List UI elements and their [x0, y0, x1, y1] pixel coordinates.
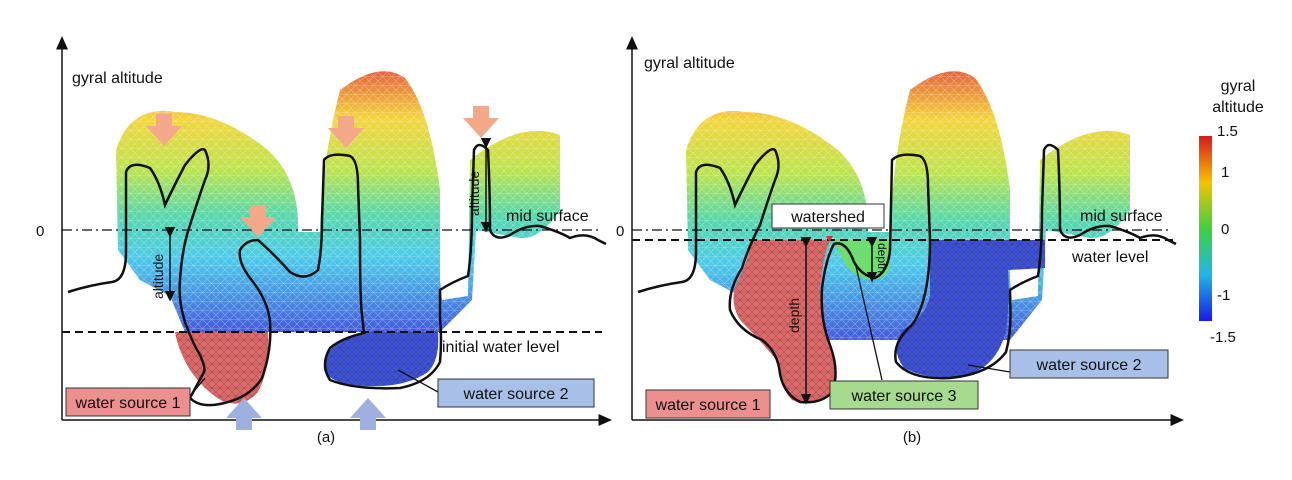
source-arrow-icon	[350, 398, 386, 430]
water-source-1-mesh	[733, 240, 837, 404]
initial-water-level-label: initial water level	[442, 339, 559, 356]
peak-arrow-icon	[328, 116, 364, 148]
water-source-1-box	[645, 389, 771, 419]
water-source-2-box	[437, 378, 595, 408]
mesh-overlay	[116, 71, 560, 332]
panel-a-caption: (a)	[317, 429, 335, 446]
leader-line-source-3	[854, 261, 883, 381]
colorbar-title-line1: gyral	[1221, 78, 1256, 95]
water-level-label: water level	[1071, 249, 1148, 266]
water-source-2-mesh	[323, 332, 439, 387]
cortex-boundary-curve	[67, 143, 607, 407]
water-source-3-label: water source 3	[851, 388, 957, 405]
colorbar-tick-label: 0	[1221, 221, 1229, 238]
depth-label-2: depth	[875, 243, 889, 273]
water-source-2-label: water source 2	[463, 386, 569, 403]
cortex-boundary-curve	[637, 143, 1177, 404]
source-arrow-icon	[226, 398, 262, 430]
altitude-label-2: altitude	[466, 171, 482, 216]
water-source-2-label: water source 2	[1036, 357, 1142, 374]
mid-surface-label: mid surface	[506, 208, 589, 225]
colorbar-tick-label: -1	[1217, 287, 1230, 304]
zero-tick: 0	[36, 223, 44, 240]
panel-a: gyral altitude 0 altitude altitude mid s	[36, 36, 612, 446]
water-source-3-box	[829, 380, 979, 410]
peak-arrow-icon	[463, 106, 499, 138]
water-source-2-mesh	[896, 240, 1045, 378]
leader-line-source-2	[397, 369, 439, 393]
watershed-label: watershed	[790, 209, 865, 226]
colorbar-gradient	[1199, 136, 1212, 321]
leader-line-source-2	[967, 364, 1011, 373]
colorbar-tick-label: -1.5	[1210, 329, 1236, 346]
colorbar-title-line2: altitude	[1212, 99, 1264, 116]
altitude-label-1: altitude	[150, 254, 166, 299]
depth-label-1: depth	[786, 298, 802, 333]
y-axis-label: gyral altitude	[644, 55, 735, 72]
colorbar: gyral altitude 1.5 1 0 -1 -1.5	[1199, 78, 1264, 346]
water-source-1-label: water source 1	[655, 397, 761, 414]
mid-surface-label: mid surface	[1080, 208, 1163, 225]
watershed-box	[771, 203, 885, 229]
panel-b: gyral altitude 0 depth depth watershed m…	[616, 36, 1184, 446]
peak-arrow-icon	[146, 114, 182, 146]
panel-b-caption: (b)	[903, 429, 921, 446]
colorbar-tick-label: 1	[1221, 164, 1229, 181]
y-axis-label: gyral altitude	[72, 70, 163, 87]
zero-tick: 0	[616, 223, 624, 240]
peak-arrow-icon	[240, 205, 276, 237]
water-source-1-box	[65, 387, 191, 417]
colorbar-tick-label: 1.5	[1217, 123, 1238, 140]
water-source-2-box	[1009, 349, 1169, 379]
leader-line-source-1	[189, 377, 206, 397]
watershed-marker-icon	[826, 236, 833, 242]
water-source-1-label: water source 1	[75, 395, 181, 412]
